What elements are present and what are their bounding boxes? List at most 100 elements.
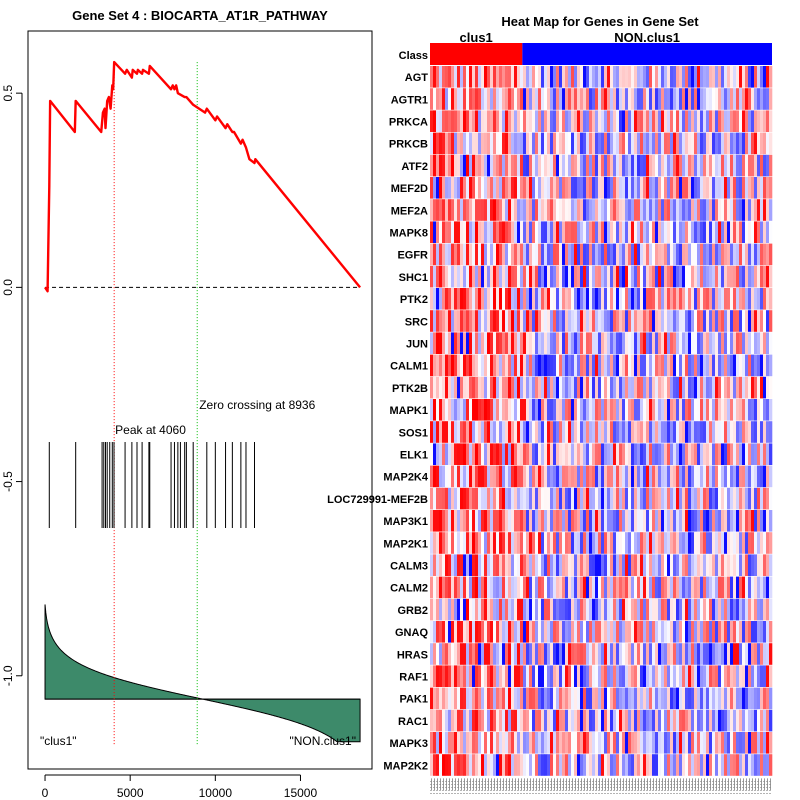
heatmap-cell xyxy=(460,332,464,354)
heatmap-cell xyxy=(661,354,665,377)
heatmap-cell xyxy=(700,665,704,687)
heatmap-cell xyxy=(760,376,764,399)
heatmap-cell xyxy=(454,754,458,776)
heatmap-cell xyxy=(604,288,608,310)
heatmap-cell xyxy=(559,532,563,554)
heatmap-cell xyxy=(526,754,530,776)
heatmap-cell xyxy=(574,354,578,377)
heatmap-cell xyxy=(478,199,482,221)
heatmap-cell xyxy=(562,354,566,377)
heatmap-cell xyxy=(697,332,701,354)
heatmap-cell xyxy=(733,110,737,132)
heatmap-cell xyxy=(718,510,722,532)
heatmap-cell xyxy=(451,399,455,421)
heatmap-cell xyxy=(526,643,530,665)
heatmap-cell xyxy=(613,177,617,199)
heatmap-cell xyxy=(673,754,677,776)
heatmap-cell xyxy=(673,621,677,643)
heatmap-cell xyxy=(523,376,527,399)
heatmap-cell xyxy=(547,288,551,310)
heatmap-cell xyxy=(688,732,692,754)
heatmap-cell xyxy=(517,532,521,554)
heatmap-cell xyxy=(460,554,464,576)
heatmap-cell xyxy=(739,643,743,665)
heatmap-cell xyxy=(709,88,713,110)
heatmap-cell xyxy=(688,421,692,443)
heatmap-cell xyxy=(667,687,671,710)
heatmap-cell xyxy=(550,110,554,132)
heatmap-cell xyxy=(508,66,512,88)
heatmap-cell xyxy=(706,709,710,732)
heatmap-cell xyxy=(706,66,710,88)
heatmap-cell xyxy=(562,177,566,199)
heatmap-cell xyxy=(523,465,527,488)
heatmap-cell xyxy=(553,265,557,288)
heatmap-cell xyxy=(667,265,671,288)
heatmap-cell xyxy=(595,88,599,110)
heatmap-cell xyxy=(475,554,479,576)
heatmap-cell xyxy=(604,732,608,754)
heatmap-cell xyxy=(700,532,704,554)
heatmap-cell xyxy=(757,421,761,443)
heatmap-cell xyxy=(559,421,563,443)
heatmap-cell xyxy=(670,332,674,354)
heatmap-cell xyxy=(565,487,569,510)
heatmap-cell xyxy=(733,376,737,399)
heatmap-cell xyxy=(643,487,647,510)
heatmap-cell xyxy=(685,310,689,332)
heatmap-cell xyxy=(571,288,575,310)
heatmap-cell xyxy=(616,199,620,221)
heatmap-cell xyxy=(547,310,551,332)
heatmap-cell xyxy=(763,88,767,110)
heatmap-cell xyxy=(457,199,461,221)
heatmap-cell xyxy=(505,554,509,576)
heatmap-cell xyxy=(493,510,497,532)
heatmap-cell xyxy=(745,487,749,510)
heatmap-cell xyxy=(736,421,740,443)
heatmap-cell xyxy=(490,665,494,687)
heatmap-cell xyxy=(538,576,542,599)
heatmap-cell xyxy=(658,288,662,310)
heatmap-cell xyxy=(451,288,455,310)
heatmap-cell xyxy=(517,621,521,643)
heatmap-cell xyxy=(721,88,725,110)
heatmap-cell xyxy=(706,732,710,754)
heatmap-cell xyxy=(538,310,542,332)
heatmap-cell xyxy=(751,465,755,488)
heatmap-cell xyxy=(643,332,647,354)
heatmap-cell xyxy=(466,687,470,710)
heatmap-cell xyxy=(604,376,608,399)
heatmap-cell xyxy=(709,643,713,665)
heatmap-cell xyxy=(535,88,539,110)
heatmap-cell xyxy=(439,665,443,687)
heatmap-cell xyxy=(697,199,701,221)
heatmap-cell xyxy=(457,576,461,599)
heatmap-cell xyxy=(661,110,665,132)
heatmap-cell xyxy=(577,177,581,199)
heatmap-cell xyxy=(472,354,476,377)
heatmap-cell xyxy=(730,221,734,243)
heatmap-cell xyxy=(700,421,704,443)
heatmap-cell xyxy=(535,665,539,687)
heatmap-cell xyxy=(745,598,749,621)
heatmap-cell xyxy=(742,243,746,266)
heatmap-cell xyxy=(724,532,728,554)
heatmap-cell xyxy=(691,687,695,710)
heatmap-cell xyxy=(574,243,578,266)
heatmap-cell xyxy=(517,376,521,399)
heatmap-cell xyxy=(586,88,590,110)
heatmap-cell xyxy=(742,532,746,554)
heatmap-cell xyxy=(691,221,695,243)
heatmap-cell xyxy=(433,399,437,421)
heatmap-cell xyxy=(532,709,536,732)
heatmap-cell xyxy=(760,576,764,599)
heatmap-cell xyxy=(751,554,755,576)
heatmap-cell xyxy=(478,598,482,621)
heatmap-cell xyxy=(490,598,494,621)
heatmap-cell xyxy=(439,265,443,288)
heatmap-cell xyxy=(694,310,698,332)
heatmap-cell xyxy=(691,554,695,576)
heatmap-cell xyxy=(658,88,662,110)
heatmap-cell xyxy=(514,221,518,243)
heatmap-cell xyxy=(469,576,473,599)
